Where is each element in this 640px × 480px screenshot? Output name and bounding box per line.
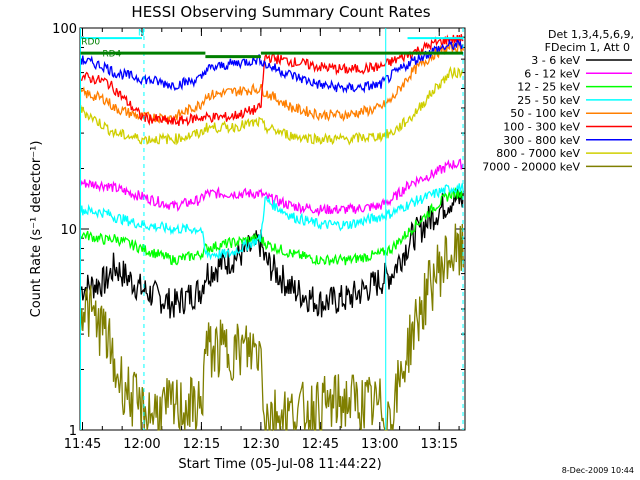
legend-label: 6 - 12 keV <box>524 67 580 80</box>
plot-frame <box>79 27 466 431</box>
y-tick-label: 10 <box>60 223 77 238</box>
x-tick-label: 12:30 <box>242 437 279 452</box>
legend-header-line-2: FDecim 1, Att 0 <box>545 41 630 54</box>
footer-date: 8-Dec-2009 10:44 <box>562 466 634 475</box>
y-tick-label: 1 <box>69 424 77 439</box>
series-layer <box>80 34 464 432</box>
y-tick-label: 100 <box>52 22 77 37</box>
legend-label: 25 - 50 keV <box>517 94 580 107</box>
series-line <box>80 41 464 125</box>
legend-label: 100 - 300 keV <box>503 121 580 134</box>
legend: Det 1,3,4,5,6,9, FDecim 1, Att 0 3 - 6 k… <box>482 28 634 173</box>
legend-label: 50 - 100 keV <box>510 107 580 120</box>
series-line <box>80 186 464 266</box>
x-tick-label: 11:45 <box>64 437 101 452</box>
legend-label: 7000 - 20000 keV <box>482 160 580 173</box>
x-axis: 11:45 12:00 12:15 12:30 12:45 13:00 13:15 <box>64 28 460 452</box>
series-line <box>80 65 464 146</box>
x-tick-label: 12:15 <box>183 437 220 452</box>
attenuator-label: RD0 <box>81 37 100 47</box>
attenuator-label: N <box>138 28 145 38</box>
legend-header-line-1: Det 1,3,4,5,6,9, <box>548 28 634 41</box>
x-tick-label: 13:00 <box>361 437 398 452</box>
x-tick-label: 13:15 <box>421 437 458 452</box>
attenuator-label: RD4 <box>102 50 121 60</box>
y-axis-label: Count Rate (s⁻¹ detector⁻¹) <box>29 141 44 318</box>
series-line <box>80 34 464 127</box>
series-line <box>80 223 464 432</box>
legend-label: 300 - 800 keV <box>503 134 580 147</box>
series-line <box>80 183 464 261</box>
series-line <box>80 38 464 94</box>
chart-title: HESSI Observing Summary Count Rates <box>131 3 430 21</box>
x-axis-label: Start Time (05-Jul-08 11:44:22) <box>178 457 381 472</box>
x-tick-label: 12:45 <box>302 437 339 452</box>
series-line <box>80 158 464 217</box>
legend-label: 800 - 7000 keV <box>496 147 580 160</box>
series-line <box>80 187 464 319</box>
legend-label: 12 - 25 keV <box>517 81 580 94</box>
x-tick-label: 12:00 <box>123 437 160 452</box>
plot-area <box>79 27 466 431</box>
legend-label: 3 - 6 keV <box>531 54 580 67</box>
